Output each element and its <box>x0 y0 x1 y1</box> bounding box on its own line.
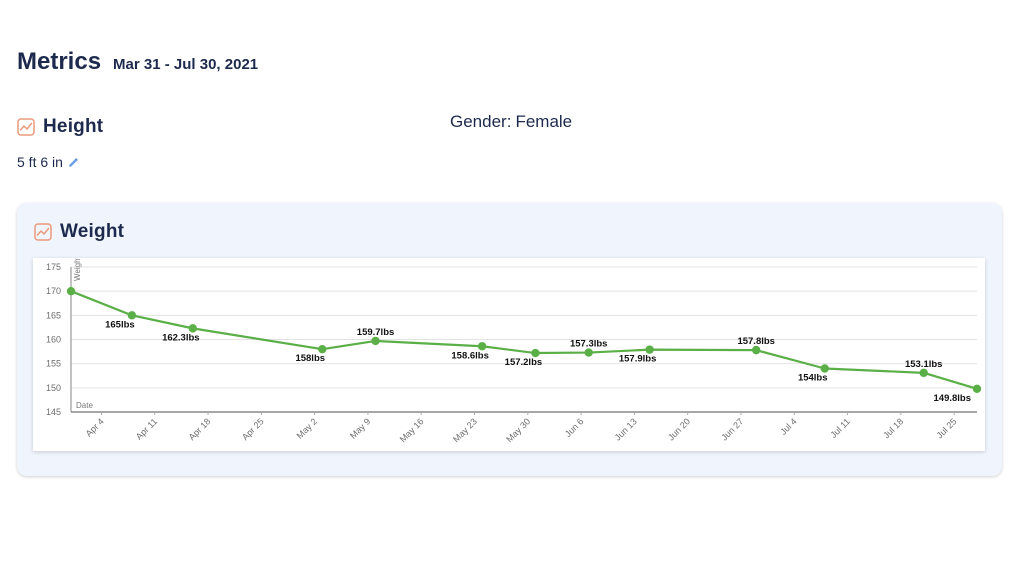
x-tick-label: Jun 13 <box>613 416 639 442</box>
page-header: Metrics Mar 31 - Jul 30, 2021 <box>17 48 258 76</box>
data-label: 159.7lbs <box>357 327 395 338</box>
x-tick-label: Jul 11 <box>828 416 852 440</box>
weight-chart-svg: 145 150 155 160 165 170 175 Weight Date Apr 4 Apr … <box>46 258 982 444</box>
data-point <box>919 368 928 378</box>
height-value: 5 ft 6 in <box>17 154 63 170</box>
x-tick-label: May 9 <box>348 416 372 440</box>
x-tick-label: Jul 25 <box>935 416 959 440</box>
data-point <box>188 324 198 333</box>
y-tick-label: 150 <box>46 383 61 393</box>
date-range[interactable]: Mar 31 - Jul 30, 2021 <box>113 56 259 73</box>
data-point <box>127 311 137 320</box>
y-tick-label: 155 <box>46 359 61 369</box>
weight-chart: 145 150 155 160 165 170 175 Weight Date Apr 4 Apr … <box>33 258 985 451</box>
data-label: 165lbs <box>105 319 135 330</box>
line-chart-icon <box>34 223 52 241</box>
data-point <box>645 345 654 354</box>
y-tick-label: 170 <box>46 286 61 296</box>
x-tick-label: May 23 <box>451 416 479 444</box>
data-point <box>318 344 327 354</box>
x-axis-title: Date <box>76 401 93 410</box>
data-point <box>584 348 593 357</box>
weight-header: Weight <box>34 221 124 243</box>
x-tick-label: Jun 20 <box>666 416 692 442</box>
data-label: 149.8lbs <box>934 393 972 404</box>
data-point <box>477 342 487 351</box>
data-label: 157.9lbs <box>619 354 657 365</box>
height-section: Height 5 ft 6 in <box>17 116 103 170</box>
data-label: 157.2lbs <box>505 357 543 368</box>
page-title: Metrics <box>17 48 102 75</box>
x-tick-label: Apr 25 <box>240 416 266 442</box>
data-point <box>820 364 829 373</box>
data-point <box>66 286 76 296</box>
x-tick-label: May 30 <box>504 416 532 444</box>
height-title: Height <box>43 116 104 137</box>
y-tick-label: 160 <box>46 335 61 345</box>
y-axis-title: Weight <box>73 258 82 281</box>
data-label: 158lbs <box>295 353 325 364</box>
data-point <box>752 345 761 355</box>
x-tick-label: Apr 4 <box>84 416 106 438</box>
gender-label: Gender: <box>450 112 512 131</box>
x-tick-label: Apr 11 <box>134 416 159 441</box>
line-chart-icon <box>17 118 35 136</box>
weight-title: Weight <box>60 221 125 242</box>
x-tick-label: Jun 27 <box>719 416 745 442</box>
x-tick-label: Jul 4 <box>778 416 799 437</box>
x-tick-label: May 16 <box>398 416 426 444</box>
data-label: 154lbs <box>798 373 828 384</box>
gender-value: Female <box>515 112 573 131</box>
y-tick-label: 175 <box>46 262 61 272</box>
x-tick-label: Jun 6 <box>563 416 586 439</box>
weight-card: Weight 145 150 155 160 165 170 175 Weight Date Ap… <box>17 203 1002 476</box>
y-tick-label: 145 <box>46 407 61 417</box>
data-label: 157.3lbs <box>570 339 608 350</box>
data-label: 158.6lbs <box>451 350 489 361</box>
x-tick-label: Jul 18 <box>881 416 905 440</box>
data-point <box>371 336 380 346</box>
y-tick-label: 165 <box>46 310 61 320</box>
data-label: 157.8lbs <box>737 336 775 347</box>
data-point <box>972 384 982 393</box>
data-label: 162.3lbs <box>162 332 200 343</box>
pencil-icon[interactable] <box>67 156 79 168</box>
data-label: 153.1lbs <box>905 359 943 370</box>
x-tick-label: May 2 <box>295 416 319 440</box>
gender-info: Gender: Female <box>450 112 572 132</box>
data-point <box>531 348 540 358</box>
x-tick-label: Apr 18 <box>187 416 213 442</box>
